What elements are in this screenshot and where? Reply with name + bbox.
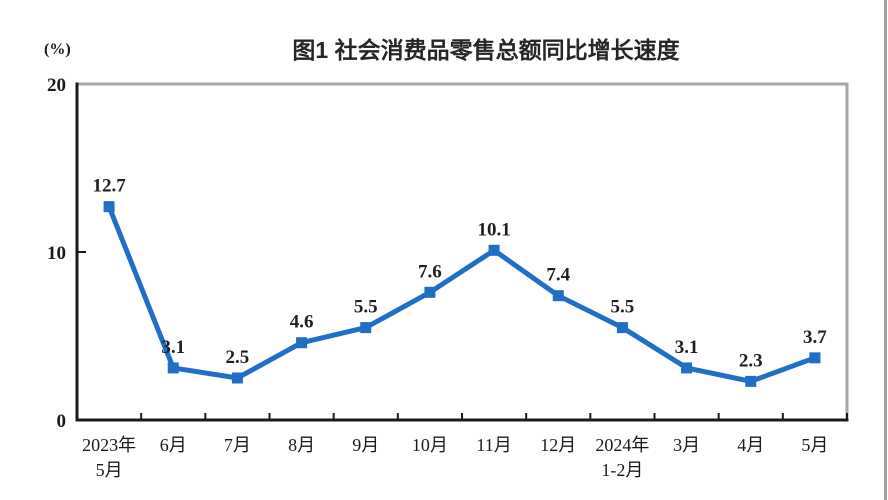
- data-point-label: 2.3: [739, 350, 763, 371]
- x-tick-label: 2024年 1-2月: [595, 435, 649, 480]
- x-tick-label: 8月: [288, 435, 315, 455]
- data-point-marker: [296, 337, 308, 349]
- data-point-marker: [552, 290, 564, 302]
- y-axis-unit-label: (%): [44, 41, 71, 58]
- x-tick-label: 3月: [673, 435, 700, 455]
- y-tick-label: 20: [47, 75, 66, 96]
- x-tick-label: 5月: [801, 435, 828, 455]
- page-right-border: [884, 0, 887, 500]
- x-tick-label: 6月: [160, 435, 187, 455]
- data-point-marker: [231, 372, 243, 384]
- y-tick-label: 0: [57, 411, 67, 432]
- chart-title: 图1 社会消费品零售总额同比增长速度: [292, 37, 680, 63]
- series-line: [106, 204, 818, 384]
- data-point-label: 7.4: [546, 265, 570, 286]
- data-point-marker: [809, 352, 821, 364]
- data-point-marker: [424, 286, 436, 298]
- y-tick-label: 10: [47, 243, 66, 264]
- x-tick-label: 2023年 5月: [82, 435, 136, 480]
- data-point-label: 5.5: [611, 297, 635, 318]
- x-tick-label: 11月: [476, 435, 511, 455]
- data-point-marker: [616, 322, 628, 334]
- data-point-label: 12.7: [92, 176, 126, 197]
- data-point-marker: [488, 244, 500, 256]
- data-point-label: 10.1: [477, 219, 510, 240]
- x-tick-label: 12月: [540, 435, 576, 455]
- x-tick-label: 4月: [737, 435, 764, 455]
- data-point-label: 7.6: [418, 261, 442, 282]
- data-point-label: 3.1: [675, 337, 699, 358]
- data-point-marker: [167, 362, 179, 374]
- data-point-marker: [745, 375, 757, 387]
- data-point-label: 3.1: [161, 337, 185, 358]
- data-point-label: 3.7: [803, 327, 827, 348]
- data-point-label: 2.5: [226, 347, 250, 368]
- data-point-label: 5.5: [354, 297, 378, 318]
- x-tick-label: 9月: [352, 435, 379, 455]
- x-tick-label: 10月: [412, 435, 448, 455]
- x-tick-label: 7月: [224, 435, 251, 455]
- data-point-marker: [360, 322, 372, 334]
- data-point-marker: [681, 362, 693, 374]
- data-point-label: 4.6: [290, 312, 314, 333]
- data-point-marker: [103, 201, 115, 213]
